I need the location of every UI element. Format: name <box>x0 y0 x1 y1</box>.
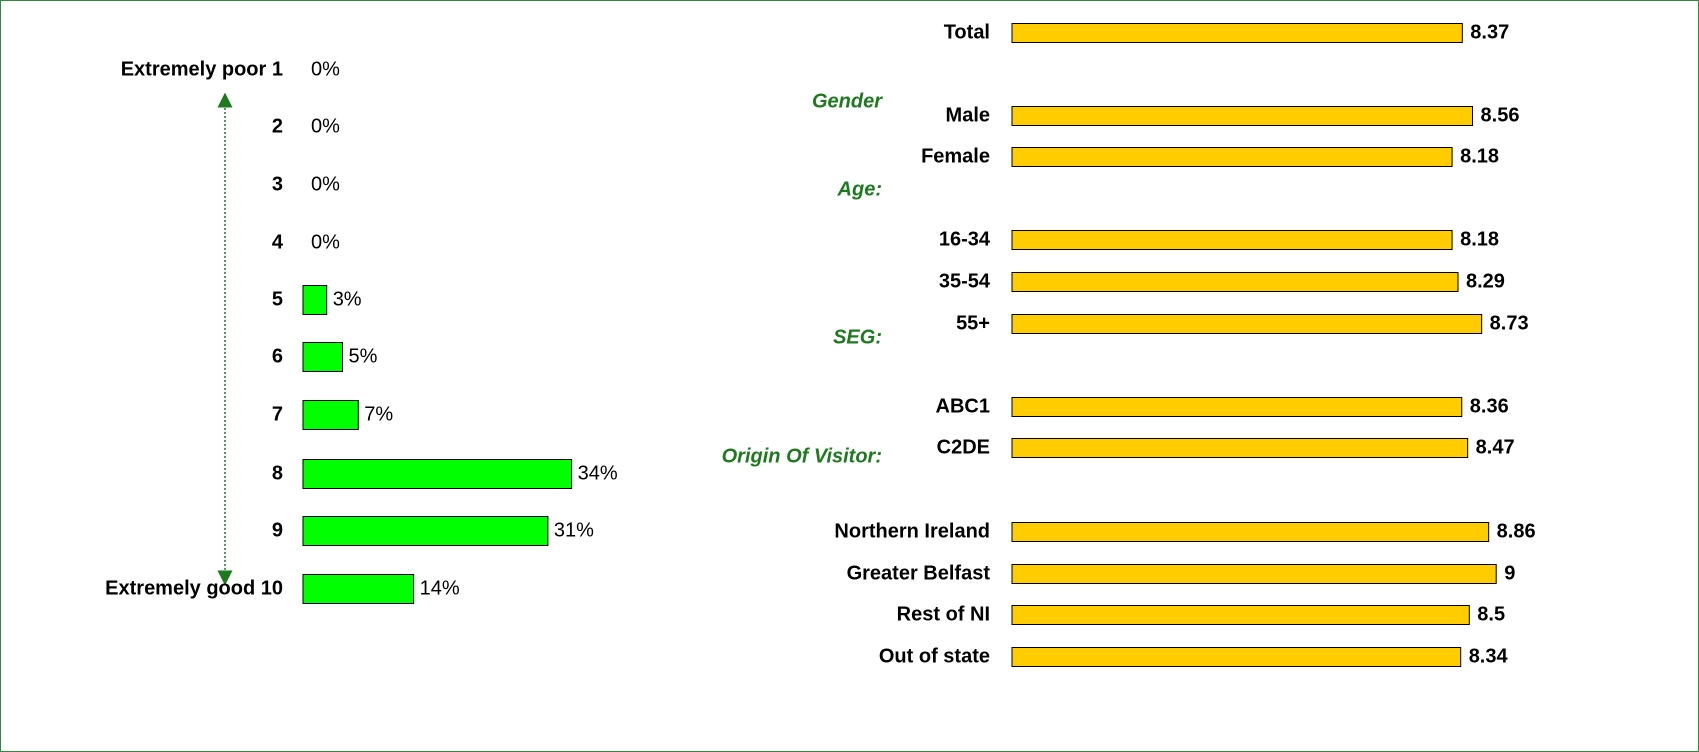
category-label: 6 <box>272 345 283 367</box>
category-label: Extremely good 10 <box>105 577 283 599</box>
category-label: Out of state <box>879 645 990 667</box>
category-label: 7 <box>272 403 283 425</box>
category-label: ABC1 <box>936 395 990 417</box>
category-label: 8 <box>272 462 283 484</box>
bar <box>302 285 328 315</box>
group-label: Gender <box>812 90 883 112</box>
value-label: 8.5 <box>1477 603 1505 625</box>
category-label: 9 <box>272 519 283 541</box>
value-label: 0% <box>311 115 340 137</box>
group-label: Origin Of Visitor: <box>722 445 882 467</box>
value-label: 8.29 <box>1466 270 1505 292</box>
value-label: 8.18 <box>1460 228 1499 250</box>
value-label: 8.47 <box>1476 436 1515 458</box>
bar <box>1011 647 1462 667</box>
bar <box>1011 147 1453 167</box>
bar <box>1011 314 1483 334</box>
value-label: 31% <box>554 519 594 541</box>
value-label: 8.36 <box>1470 395 1509 417</box>
value-label: 0% <box>311 58 340 80</box>
value-label: 5% <box>349 345 378 367</box>
bar <box>1011 230 1453 250</box>
bar <box>1011 605 1470 625</box>
category-label: Female <box>921 145 990 167</box>
value-label: 8.18 <box>1460 145 1499 167</box>
category-label: 2 <box>272 115 283 137</box>
bar <box>302 400 359 430</box>
bar <box>302 516 549 546</box>
value-label: 0% <box>311 173 340 195</box>
bar <box>302 574 415 604</box>
bar <box>1011 397 1463 417</box>
category-label: Greater Belfast <box>847 562 991 584</box>
value-label: 3% <box>333 288 362 310</box>
group-label: Age: <box>837 178 882 200</box>
bar <box>1011 522 1490 542</box>
value-label: 0% <box>311 231 340 253</box>
category-label: Northern Ireland <box>834 520 990 542</box>
category-label: 35-54 <box>939 270 991 292</box>
bar <box>1011 438 1469 458</box>
category-label: 4 <box>272 231 284 253</box>
category-label: Rest of NI <box>897 603 990 625</box>
value-label: 8.56 <box>1481 104 1520 126</box>
category-label: Total <box>944 21 990 43</box>
category-label: Extremely poor 1 <box>121 58 283 80</box>
category-label: Male <box>946 104 990 126</box>
category-label: C2DE <box>937 436 990 458</box>
bar <box>1011 272 1459 292</box>
group-label: SEG: <box>833 326 882 348</box>
value-label: 8.73 <box>1490 312 1529 334</box>
category-label: 3 <box>272 173 283 195</box>
bar <box>1011 106 1474 126</box>
value-label: 14% <box>420 577 460 599</box>
category-label: 16-34 <box>939 228 991 250</box>
value-label: 8.86 <box>1497 520 1536 542</box>
value-label: 34% <box>578 462 618 484</box>
bar <box>302 459 573 489</box>
bar <box>1011 23 1463 43</box>
value-label: 8.34 <box>1469 645 1509 667</box>
bar <box>1011 564 1497 584</box>
category-label: 5 <box>272 288 283 310</box>
value-label: 8.37 <box>1470 21 1509 43</box>
value-label: 7% <box>364 403 393 425</box>
value-label: 9 <box>1504 562 1515 584</box>
category-label: 55+ <box>956 312 990 334</box>
bar <box>302 342 343 372</box>
